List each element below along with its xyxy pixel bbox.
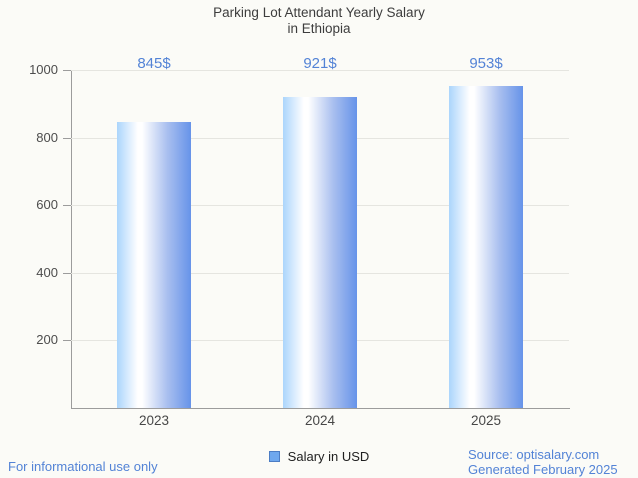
- x-axis-label: 2023: [138, 413, 170, 428]
- x-axis-label: 2024: [304, 413, 336, 428]
- y-axis-tick-label: 200: [36, 332, 58, 347]
- generated-text: Generated February 2025: [468, 462, 618, 477]
- y-axis-tick: [63, 138, 71, 139]
- y-axis-tick: [63, 273, 71, 274]
- bar-2025: [449, 86, 523, 408]
- legend-swatch-icon: [268, 450, 280, 462]
- legend-label: Salary in USD: [287, 448, 370, 464]
- source-block: Source: optisalary.com Generated Februar…: [468, 447, 618, 477]
- gridline: [71, 70, 569, 71]
- source-text: Source: optisalary.com: [468, 447, 600, 462]
- x-axis-line: [71, 408, 570, 409]
- chart-title: Parking Lot Attendant Yearly Salary in E…: [0, 5, 638, 37]
- y-axis-tick-label: 1000: [29, 62, 58, 77]
- bar-value-label: 921$: [303, 55, 337, 72]
- y-axis-tick-label: 600: [36, 197, 58, 212]
- bar-2023: [117, 122, 191, 408]
- y-axis-tick: [63, 340, 71, 341]
- x-axis-label: 2025: [470, 413, 502, 428]
- y-axis-tick-label: 800: [36, 130, 58, 145]
- chart-title-line1: Parking Lot Attendant Yearly Salary: [213, 5, 425, 20]
- y-axis-tick: [63, 205, 71, 206]
- y-axis-tick-label: 400: [36, 265, 58, 280]
- disclaimer-text: For informational use only: [8, 459, 158, 474]
- legend: Salary in USD: [0, 448, 638, 464]
- bar-2024: [283, 97, 357, 408]
- bar-value-label: 953$: [469, 55, 503, 72]
- y-axis-tick: [63, 70, 71, 71]
- bar-value-label: 845$: [137, 55, 171, 72]
- chart-title-line2: in Ethiopia: [287, 21, 351, 36]
- y-axis-line: [71, 70, 72, 408]
